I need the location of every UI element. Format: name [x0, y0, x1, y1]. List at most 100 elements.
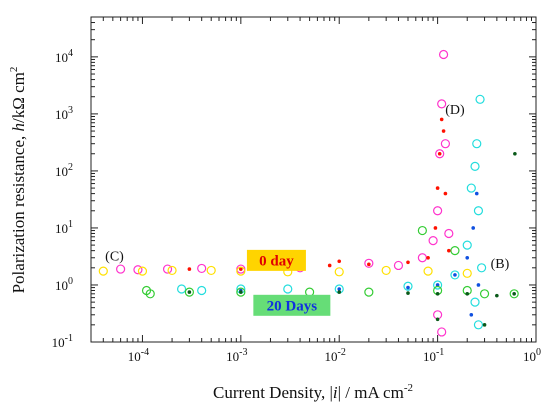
data-point — [509, 289, 519, 299]
data-point — [367, 262, 371, 267]
series-3 — [176, 94, 487, 330]
annotation-label: (C) — [105, 249, 124, 264]
data-point — [473, 320, 484, 330]
data-point — [337, 287, 342, 291]
data-point — [435, 186, 440, 190]
data-point — [482, 323, 487, 327]
x-tick-label: 10-2 — [325, 347, 346, 364]
data-point — [364, 287, 374, 297]
data-point — [435, 149, 445, 159]
data-point — [426, 255, 430, 260]
y-tick-label: 100 — [55, 276, 73, 293]
data-point — [470, 297, 480, 307]
data-point — [239, 290, 243, 294]
series-1 — [187, 117, 451, 271]
data-point — [450, 246, 460, 256]
legend-label: 20 Days — [267, 298, 318, 314]
y-tick-label: 102 — [55, 162, 73, 179]
data-point — [187, 290, 192, 294]
data-point — [403, 281, 413, 291]
legend-label: 0 day — [259, 253, 294, 269]
data-point — [133, 265, 143, 275]
data-point — [450, 270, 460, 280]
data-point — [474, 191, 479, 196]
data-point — [433, 226, 438, 230]
data-point — [239, 267, 243, 271]
data-point — [417, 225, 427, 236]
data-point — [98, 266, 108, 276]
data-point — [236, 266, 246, 276]
data-point — [438, 49, 449, 60]
data-point — [465, 255, 470, 260]
data-point — [473, 206, 484, 216]
data-point — [393, 260, 404, 271]
data-point — [145, 289, 155, 299]
data-point — [440, 139, 451, 149]
data-point — [197, 285, 207, 296]
data-point — [406, 285, 410, 290]
data-point — [206, 265, 216, 276]
x-tick-label: 10-4 — [128, 347, 149, 364]
y-tick-label: 103 — [55, 105, 73, 122]
x-tick-label: 10-3 — [226, 347, 247, 364]
annotation-label: (B) — [491, 257, 510, 272]
data-point — [444, 228, 454, 239]
data-point — [472, 139, 482, 149]
legend-layer: 0 day 20 Days — [246, 249, 331, 316]
x-axis-label: Current Density, |i| / mA cm-2 — [213, 382, 413, 402]
data-point — [437, 151, 442, 156]
data-point — [197, 263, 207, 274]
annotation-layer: (C) (D) (B) — [105, 103, 509, 272]
data-point — [470, 161, 480, 172]
y-tick-label: 10-1 — [52, 333, 73, 350]
data-point — [495, 293, 499, 298]
series-layer — [98, 49, 519, 337]
data-point — [417, 253, 427, 263]
data-point — [462, 268, 472, 278]
y-tick-label: 101 — [55, 219, 73, 236]
legend-box — [246, 249, 306, 271]
data-point — [435, 292, 440, 296]
annotation-label: (D) — [445, 103, 465, 118]
data-point — [447, 248, 451, 253]
data-point — [471, 226, 476, 230]
data-point — [477, 263, 487, 273]
data-point — [437, 99, 447, 109]
data-point — [334, 267, 344, 277]
legend-box — [253, 294, 331, 316]
data-point — [167, 265, 177, 276]
series-0 — [116, 49, 454, 337]
ticks-layer: 10-4 10-3 10-2 10-1 100 10-1 100 101 102 103 104 — [52, 16, 541, 364]
data-point — [453, 273, 457, 277]
data-point — [236, 287, 246, 297]
data-point — [513, 151, 517, 156]
data-point — [479, 289, 490, 299]
data-point — [187, 267, 192, 271]
data-point — [437, 327, 447, 337]
data-point — [439, 117, 444, 122]
data-point — [428, 235, 438, 246]
data-point — [184, 287, 194, 297]
data-point — [443, 191, 448, 196]
data-point — [337, 259, 342, 264]
data-point — [469, 312, 474, 317]
data-point — [364, 258, 374, 268]
data-point — [283, 284, 293, 294]
y-axis-label: Polarization resistance, h/kΩ cm2 — [8, 67, 28, 294]
data-point — [476, 283, 481, 287]
data-point — [137, 266, 148, 276]
data-point — [327, 263, 332, 268]
data-point — [441, 129, 446, 133]
data-point — [512, 292, 516, 296]
data-point — [116, 264, 126, 274]
x-tick-label: 100 — [523, 347, 541, 364]
data-point — [423, 266, 433, 276]
data-point — [462, 240, 472, 250]
data-point — [433, 206, 443, 216]
data-point — [162, 264, 173, 274]
data-point — [475, 94, 485, 104]
series-2 — [98, 265, 472, 278]
series-6 — [187, 151, 517, 327]
